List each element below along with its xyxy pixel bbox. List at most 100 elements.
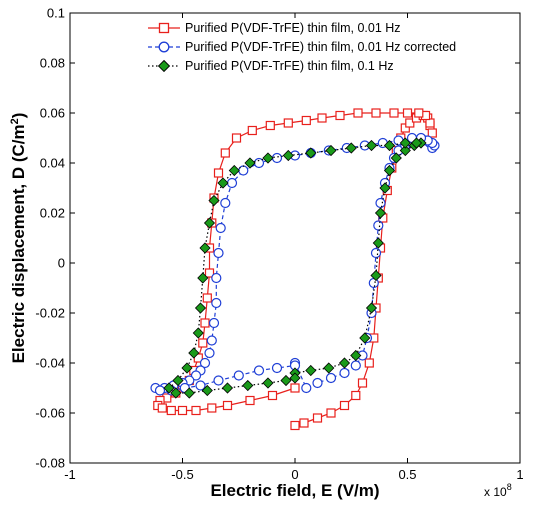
legend-entry-1: Purified P(VDF-TrFE) thin film, 0.01 Hz …	[148, 40, 456, 54]
series-2-point-39	[183, 387, 195, 399]
series-2-point-24	[262, 152, 274, 164]
series-2-point-42	[242, 379, 254, 392]
x-axis-exponent: x 108	[484, 482, 512, 499]
series-0-point-29	[371, 108, 381, 118]
y-tick-label-1: -0.06	[35, 406, 65, 421]
series-1-point-42	[211, 272, 222, 284]
y-tick-label-8: 0.08	[40, 56, 65, 71]
series-1-point-55	[154, 385, 166, 396]
y-tick-label-2: -0.04	[35, 356, 65, 371]
series-1-point-1	[301, 382, 312, 394]
series-2-point-18	[383, 139, 396, 152]
series-2-point-40	[201, 384, 213, 397]
series-2-point-11	[383, 164, 396, 177]
series-1-point-5	[350, 360, 361, 371]
series-0-point-24	[425, 118, 435, 128]
series-2-point-19	[365, 139, 378, 152]
series-0-point-43	[204, 268, 215, 278]
series-1-point-45	[206, 335, 217, 346]
series-2-point-7	[370, 269, 382, 282]
series-2-point-5	[359, 332, 371, 344]
y-axis-title: Electric displacement, D (C/m2)	[9, 113, 28, 364]
legend: Purified P(VDF-TrFE) thin film, 0.01 Hz …	[148, 21, 456, 73]
x-tick-label-0: -1	[64, 467, 76, 482]
series-2-point-8	[372, 237, 384, 249]
series-1-point-59	[213, 375, 224, 386]
series-2-point-23	[282, 149, 294, 162]
series-layer	[150, 108, 440, 431]
series-0-point-6	[357, 378, 368, 388]
series-0-point-4	[339, 400, 350, 411]
series-1-point-35	[271, 152, 283, 164]
axis-ticks	[69, 12, 521, 464]
series-0-point-57	[177, 405, 188, 416]
series-2-point-35	[181, 362, 193, 374]
series-2-point-4	[350, 349, 362, 362]
series-2-point-36	[172, 374, 184, 387]
series-2-point-16	[410, 137, 423, 149]
series-line-2	[168, 142, 422, 394]
series-2-point-3	[338, 357, 351, 369]
series-2-point-31	[197, 272, 209, 284]
series-0-point-7	[364, 358, 374, 368]
series-2-point-25	[244, 157, 256, 169]
axis-tick-labels: -1 -0.5 0 0.5 1 -0.08 -0.06 -0.04 -0.02 0 0.02 0.04…	[35, 6, 523, 483]
series-0-point-56	[166, 405, 176, 416]
series-0-point-23	[427, 128, 437, 138]
series-2-point-2	[323, 362, 335, 374]
x-axis-title: Electric field, E (V/m)	[210, 481, 379, 500]
series-0-point-1	[299, 418, 309, 428]
series-2-point-6	[365, 302, 378, 314]
series-2-point-12	[390, 152, 402, 164]
series-2-point-44	[280, 374, 292, 387]
series-1-point-61	[253, 365, 265, 376]
y-tick-label-9: 0.1	[47, 6, 65, 21]
series-0-point-3	[326, 408, 336, 418]
series-0-point-45	[200, 318, 210, 328]
series-0-point-33	[301, 115, 311, 126]
series-1-point-62	[271, 362, 283, 374]
series-0-point-44	[202, 293, 212, 303]
series-0-point-58	[191, 405, 201, 416]
series-2-point-32	[194, 302, 207, 314]
series-2-point-28	[208, 194, 220, 207]
y-tick-label-6: 0.04	[40, 156, 65, 171]
series-1-point-46	[204, 347, 215, 359]
series-2-point-17	[399, 137, 411, 149]
series-0-point-34	[283, 118, 293, 128]
x-tick-label-1: -0.5	[171, 467, 193, 482]
series-2-point-45	[289, 372, 301, 384]
legend-label-1: Purified P(VDF-TrFE) thin film, 0.01 Hz …	[185, 40, 456, 54]
series-0-point-62	[267, 390, 278, 401]
series-2-point-10	[379, 182, 391, 194]
series-1-point-39	[220, 197, 231, 209]
series-1-point-49	[190, 370, 202, 381]
x-exponent-power: 8	[507, 482, 512, 492]
series-1-point-60	[233, 370, 244, 381]
legend-label-0: Purified P(VDF-TrFE) thin film, 0.01 Hz	[185, 21, 401, 35]
series-0-point-55	[157, 403, 167, 413]
series-0-point-63	[290, 383, 300, 393]
series-2-point-34	[188, 347, 200, 359]
series-0-point-31	[335, 110, 345, 121]
series-0-point-26	[414, 108, 424, 118]
legend-marker-0	[158, 22, 170, 34]
y-axis-title-prefix: Electric displacement, D (C/m	[9, 124, 28, 363]
series-0-point-2	[312, 413, 323, 423]
series-2-point-37	[163, 382, 175, 394]
legend-label-2: Purified P(VDF-TrFE) thin film, 0.1 Hz	[185, 59, 394, 73]
series-0-point-39	[213, 168, 224, 178]
y-tick-label-0: -0.08	[35, 456, 65, 471]
series-2-point-43	[262, 377, 274, 389]
series-0-point-30	[353, 108, 363, 118]
series-2-point-33	[192, 327, 204, 339]
legend-entry-0: Purified P(VDF-TrFE) thin film, 0.01 Hz	[148, 21, 401, 35]
series-1-point-43	[211, 297, 222, 309]
series-2-point-22	[305, 147, 317, 159]
legend-marker-1	[158, 41, 170, 53]
series-1-point-4	[339, 367, 350, 379]
series-0-point-37	[231, 133, 242, 143]
series-1-point-11	[373, 220, 384, 231]
series-2-point-9	[374, 207, 387, 219]
series-0-point-28	[389, 108, 399, 118]
